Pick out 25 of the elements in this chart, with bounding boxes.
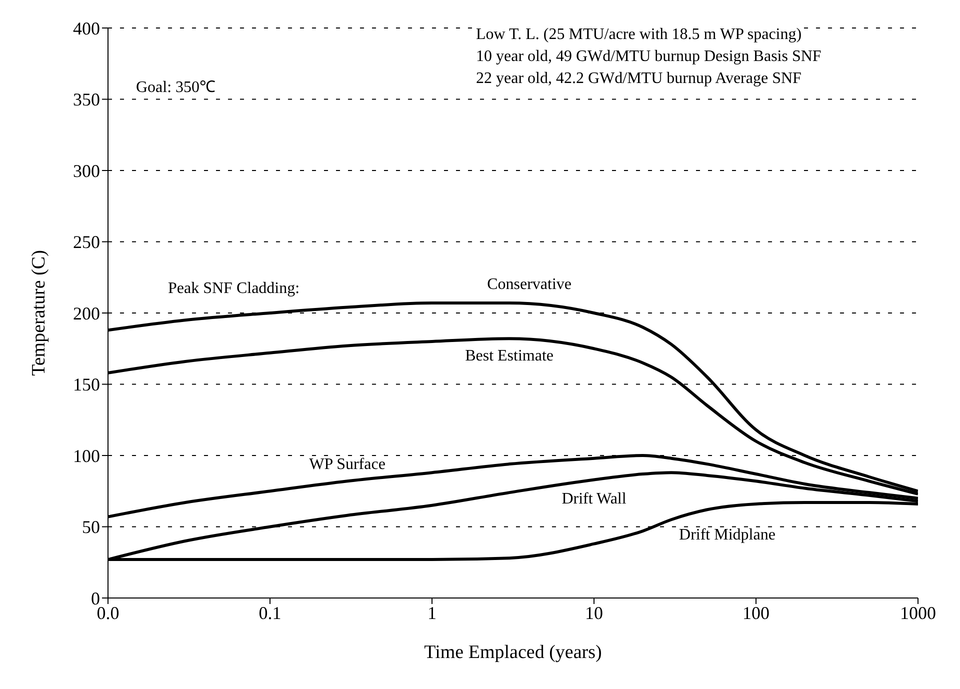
series-label: Best Estimate bbox=[465, 348, 554, 365]
x-tick-label: 1000 bbox=[900, 602, 936, 623]
series-label: Drift Wall bbox=[562, 490, 627, 508]
y-tick-label: 150 bbox=[73, 374, 100, 395]
y-axis-title: Temperature (C) bbox=[28, 250, 50, 376]
y-tick-label: 0 bbox=[91, 588, 100, 608]
y-tick-label: 350 bbox=[73, 90, 100, 110]
series-label: Conservative bbox=[487, 276, 572, 294]
y-tick-label: 50 bbox=[82, 517, 100, 538]
note-text: Low T. L. (25 MTU/acre with 18.5 m WP spacing) bbox=[476, 26, 802, 44]
x-tick-label: 0.1 bbox=[258, 602, 282, 623]
x-axis-title: Time Emplaced (years) bbox=[424, 642, 602, 663]
x-tick-label: 1 bbox=[428, 602, 436, 623]
note-text: Peak SNF Cladding: bbox=[168, 280, 300, 298]
note-text: 10 year old, 49 GWd/MTU burnup Design Basis SNF bbox=[476, 48, 822, 66]
x-tick-label: 100 bbox=[742, 602, 770, 623]
series-label: WP Surface bbox=[309, 456, 386, 474]
series-label: Drift Midplane bbox=[679, 526, 776, 544]
y-tick-label: 200 bbox=[73, 303, 100, 324]
y-tick-label: 250 bbox=[73, 232, 100, 252]
y-tick-label: 100 bbox=[73, 446, 100, 466]
note-text: 22 year old, 42.2 GWd/MTU burnup Average SNF bbox=[476, 70, 802, 88]
y-tick-label: 400 bbox=[73, 18, 100, 38]
y-tick-label: 300 bbox=[73, 160, 100, 181]
x-tick-label: 10 bbox=[585, 602, 603, 623]
